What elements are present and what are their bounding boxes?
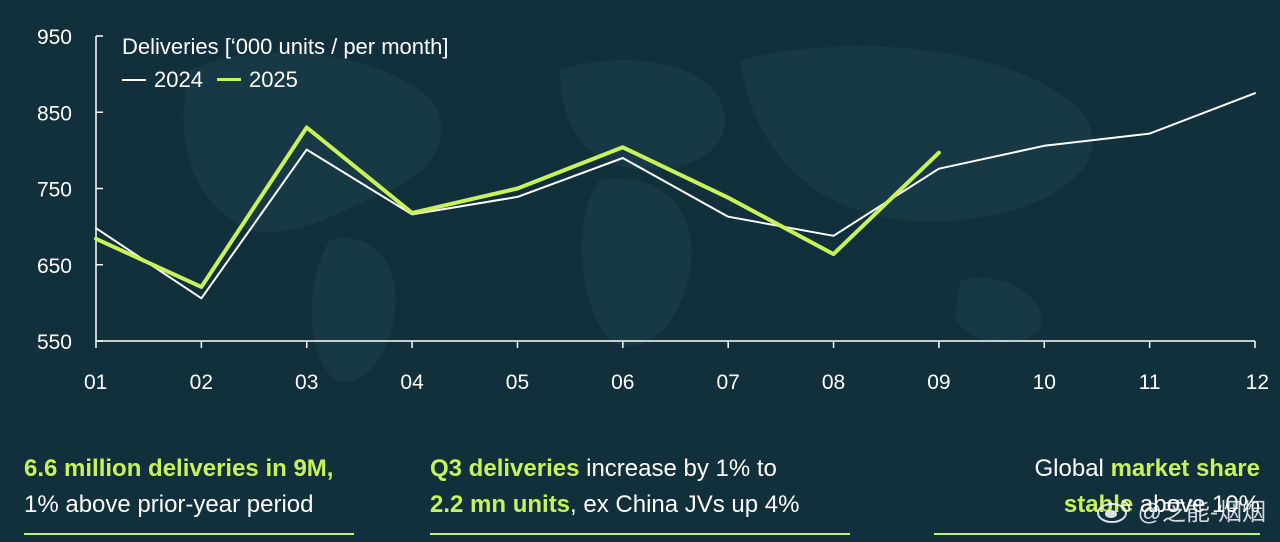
- y-tick-label: 850: [37, 102, 72, 125]
- series-line-2024: [95, 92, 1256, 300]
- chart-legend: Deliveries [‘000 units / per month] 2024…: [122, 30, 449, 96]
- footer-market-share: Global market share stable above 10%: [934, 451, 1260, 535]
- footer-2-underline: [430, 533, 850, 535]
- x-tick-label: 03: [295, 371, 318, 394]
- footer-q3-deliveries: Q3 deliveries increase by 1% to 2.2 mn u…: [430, 451, 850, 535]
- watermark-text: @芝能-烟烟: [1137, 499, 1266, 526]
- legend-swatch-2024: [122, 78, 146, 81]
- legend-swatch-2025: [216, 78, 241, 81]
- chart-title: Deliveries [‘000 units / per month]: [122, 34, 449, 59]
- x-tick-label: 01: [84, 371, 107, 394]
- x-tick-label: 10: [1033, 371, 1056, 394]
- legend-label-2024: 2024: [154, 67, 203, 92]
- footer-1-highlight: 6.6 million deliveries in 9M,: [24, 455, 334, 482]
- legend-item-2025: 2025: [216, 63, 298, 96]
- y-tick-label: 750: [37, 179, 72, 202]
- legend-label-2025: 2025: [248, 67, 298, 92]
- footer-2-highlight: Q3 deliveries: [430, 455, 580, 482]
- footer-deliveries-9m: 6.6 million deliveries in 9M, 1% above p…: [24, 451, 354, 535]
- x-tick-label: 04: [400, 371, 424, 394]
- y-tick-label: 550: [37, 331, 72, 354]
- y-tick-label: 950: [37, 26, 72, 49]
- footer-1-text: 1% above prior-year period: [24, 491, 314, 518]
- footer-1-underline: [24, 533, 354, 535]
- x-tick-label: 11: [1139, 371, 1161, 394]
- watermark: @芝能-烟烟: [1096, 492, 1266, 527]
- footer-3-text-2: above 10%: [1133, 491, 1260, 518]
- footer-2-highlight-2: 2.2 mn units: [430, 491, 571, 518]
- x-tick-label: 09: [927, 371, 950, 394]
- weibo-logo-icon: [1096, 499, 1130, 523]
- legend-item-2024: 2024: [122, 63, 203, 96]
- x-tick-label: 02: [190, 371, 213, 394]
- y-tick-label: 650: [37, 255, 72, 278]
- deliveries-line-chart: 950 850 750 650 550 01 02 03 04 05 06 07 08 09 10 11 12: [37, 26, 1269, 394]
- footer-3-underline: [934, 533, 1260, 535]
- footer-2-text-2: , ex China JVs up 4%: [570, 491, 800, 518]
- x-tick-label: 07: [717, 371, 740, 394]
- footer-3-text: Global: [1034, 455, 1111, 482]
- x-tick-label: 12: [1246, 371, 1269, 394]
- x-tick-label: 06: [611, 371, 634, 394]
- footer-2-text-1: increase by 1% to: [579, 455, 777, 482]
- footer-3-highlight: market share: [1110, 455, 1260, 482]
- x-tick-label: 05: [506, 371, 529, 394]
- x-tick-label: 08: [822, 371, 845, 394]
- series-line-2025: [94, 125, 941, 289]
